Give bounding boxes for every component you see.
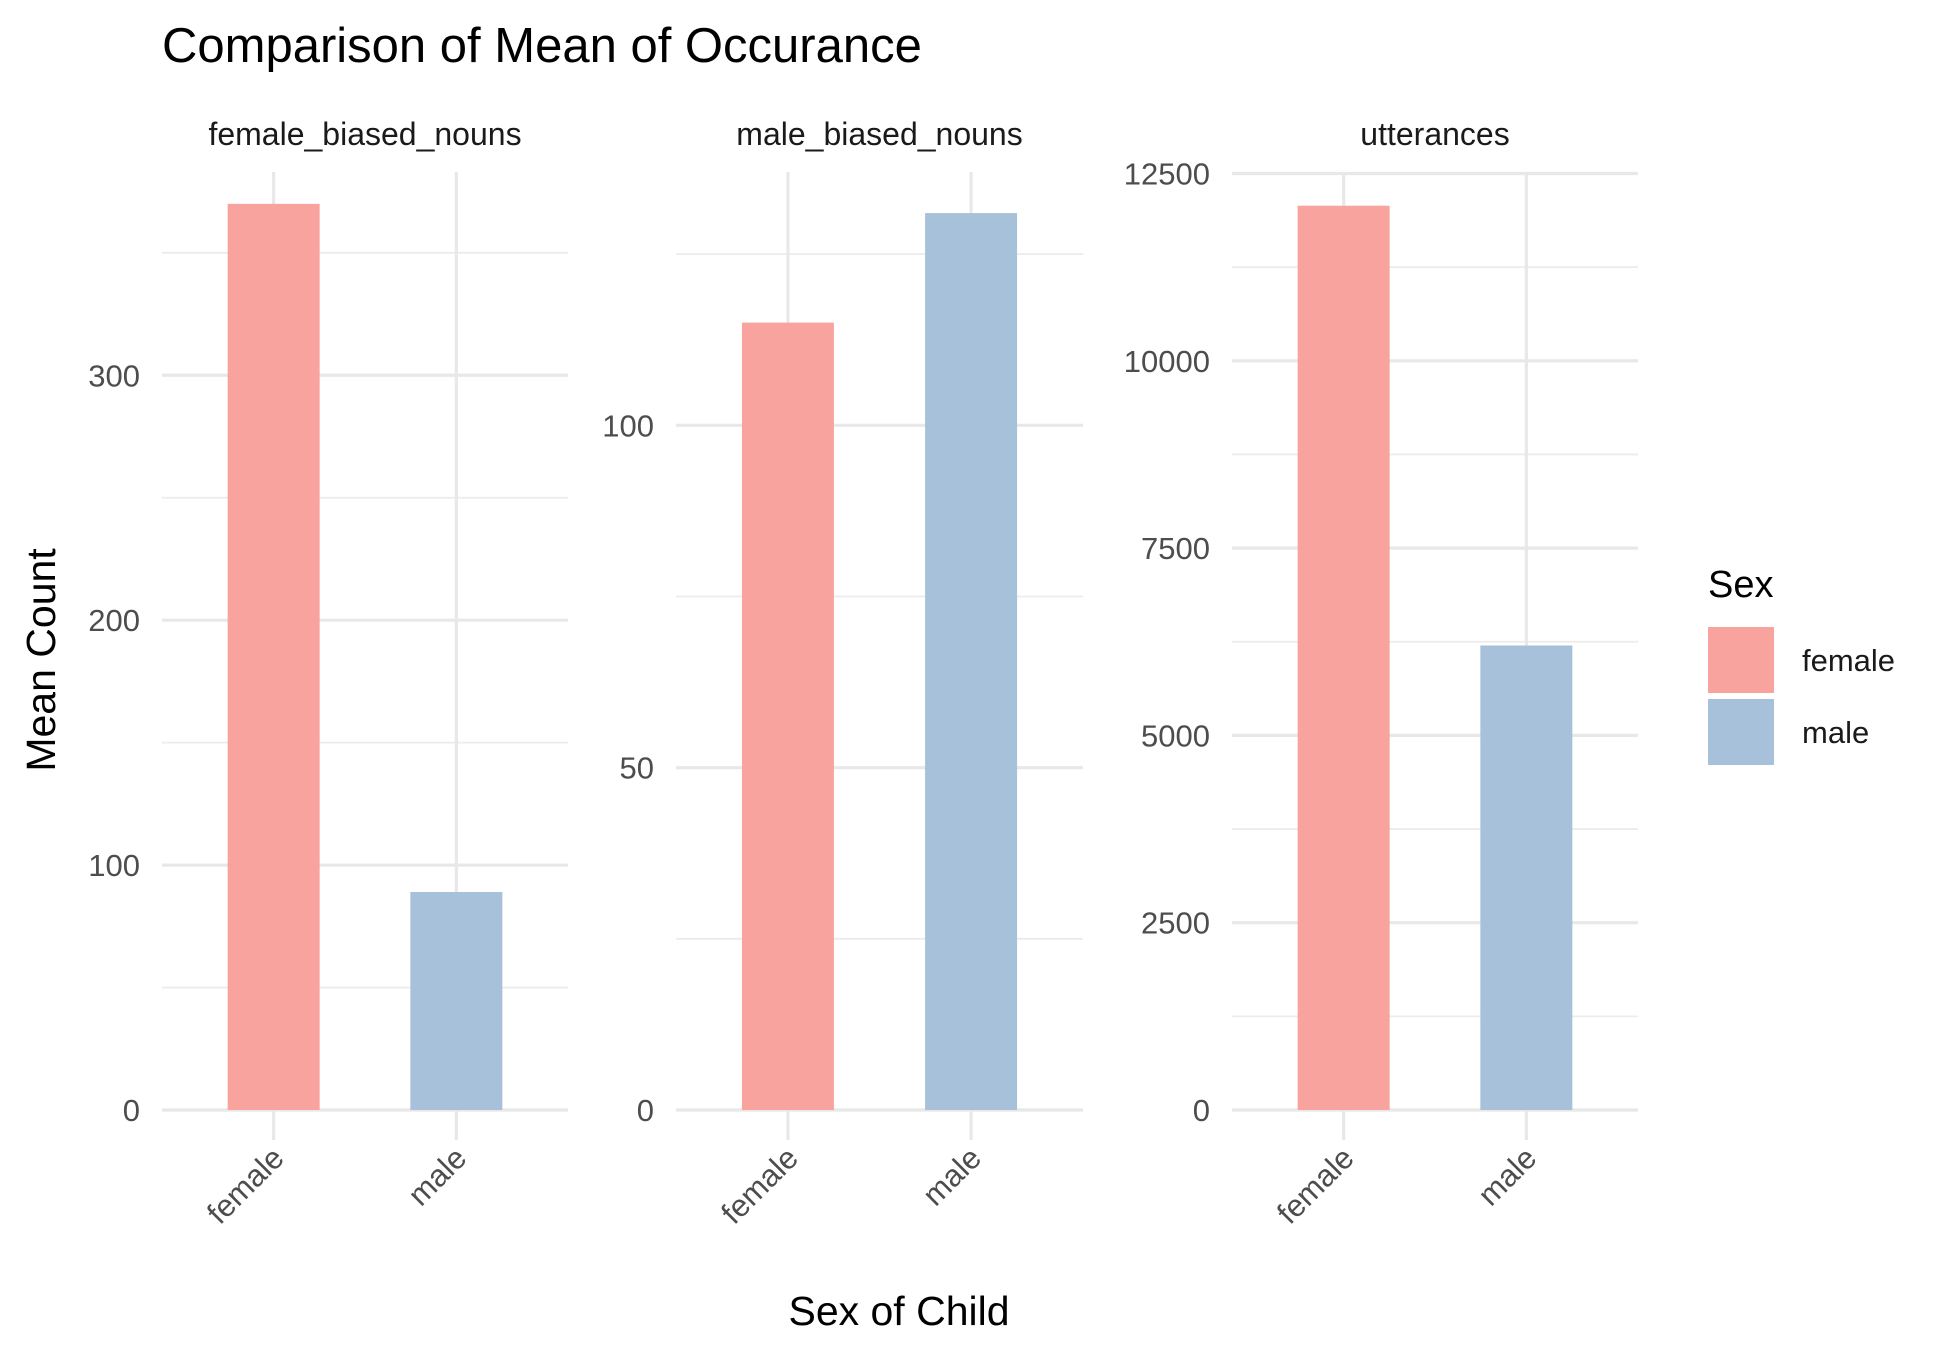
legend-key-male bbox=[1708, 699, 1774, 765]
legend-key-female bbox=[1708, 627, 1774, 693]
panel-female_biased_nouns: female_biased_nouns 0 100 200 300 female male bbox=[88, 116, 568, 1231]
x-tick-label: male bbox=[916, 1140, 988, 1212]
y-tick-label: 300 bbox=[88, 358, 140, 393]
x-tick-label: female bbox=[200, 1140, 291, 1231]
bar-female bbox=[227, 203, 320, 1110]
panel-male_biased_nouns: male_biased_nouns 0 50 100 female male bbox=[602, 116, 1083, 1231]
panel-strip-label: male_biased_nouns bbox=[736, 116, 1022, 152]
y-tick-label: 200 bbox=[88, 603, 140, 638]
x-tick-label: male bbox=[1471, 1140, 1543, 1212]
y-tick-label: 0 bbox=[637, 1093, 654, 1128]
y-tick-label: 100 bbox=[88, 848, 140, 883]
x-tick-label: male bbox=[401, 1140, 473, 1212]
legend-title: Sex bbox=[1708, 564, 1773, 606]
y-tick-label: 50 bbox=[620, 751, 654, 786]
chart-title: Comparison of Mean of Occurance bbox=[162, 19, 922, 73]
y-tick-label: 10000 bbox=[1124, 344, 1210, 379]
bar-male bbox=[1480, 645, 1573, 1110]
y-tick-label: 0 bbox=[123, 1093, 140, 1128]
x-axis-title: Sex of Child bbox=[788, 1288, 1009, 1334]
legend-label-female: female bbox=[1802, 643, 1895, 678]
bar-male bbox=[410, 892, 503, 1110]
panel-strip-label: utterances bbox=[1360, 116, 1509, 152]
y-tick-label: 100 bbox=[602, 408, 654, 443]
x-tick-label: female bbox=[1270, 1140, 1361, 1231]
bar-male bbox=[925, 213, 1018, 1110]
y-axis-title: Mean Count bbox=[18, 548, 64, 772]
x-tick-label: female bbox=[714, 1140, 805, 1231]
panel-strip-label: female_biased_nouns bbox=[208, 116, 521, 152]
y-tick-label: 7500 bbox=[1141, 531, 1210, 566]
panel-utterances: utterances 0 2500 5000 7500 10000 12500 female m… bbox=[1124, 116, 1638, 1231]
y-tick-label: 12500 bbox=[1124, 156, 1210, 191]
y-tick-label: 2500 bbox=[1141, 906, 1210, 941]
bar-female bbox=[1297, 205, 1390, 1110]
legend-label-male: male bbox=[1802, 715, 1869, 750]
y-tick-label: 0 bbox=[1193, 1093, 1210, 1128]
legend: Sex female male bbox=[1708, 564, 1895, 765]
bar-female bbox=[741, 322, 834, 1110]
y-tick-label: 5000 bbox=[1141, 718, 1210, 753]
